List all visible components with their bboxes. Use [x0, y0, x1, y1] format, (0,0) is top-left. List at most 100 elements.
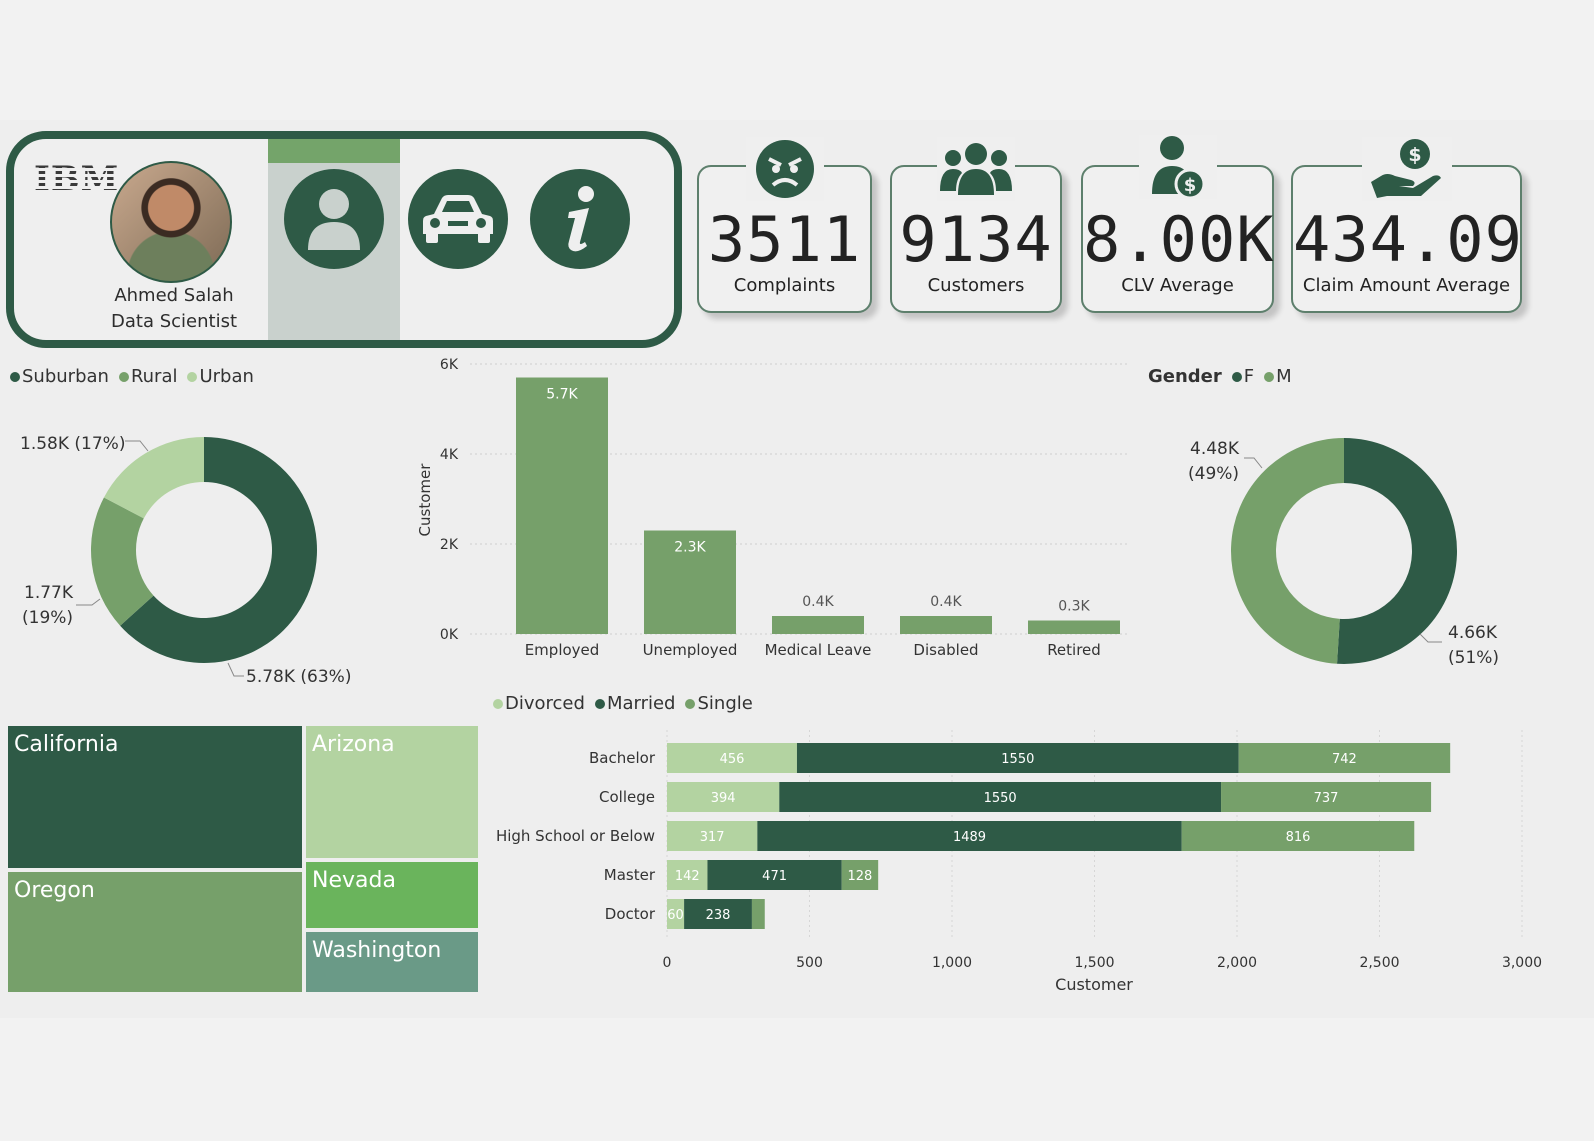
bar-segment-label: 238	[706, 908, 731, 923]
x-tick-label: 3,000	[1502, 955, 1542, 971]
donut-slice-urban[interactable]	[103, 437, 204, 519]
user-icon	[308, 189, 360, 250]
kpi-icon-holder: $	[1361, 137, 1452, 201]
bar-segment-label: 317	[700, 830, 725, 845]
legend-label: F	[1243, 366, 1255, 387]
legend-item-male[interactable]: M	[1264, 366, 1292, 387]
bar-segment-married[interactable]	[684, 899, 752, 929]
donut-slice-m[interactable]	[1231, 438, 1344, 664]
bar-segment-divorced[interactable]	[667, 821, 758, 851]
donut-slice-suburban[interactable]	[120, 437, 317, 663]
bar-segment-single[interactable]	[1238, 743, 1451, 773]
treemap-label: Arizona	[312, 732, 395, 757]
kpi-clv-label: CLV Average	[1121, 275, 1234, 296]
bar-segment-single[interactable]	[841, 860, 879, 890]
nav-vehicle-button[interactable]	[408, 169, 508, 269]
bar-segment-single[interactable]	[1221, 782, 1432, 812]
gender-donut-chart: 4.48K (49%) 4.66K (51%)	[1188, 438, 1499, 668]
legend-label: Rural	[130, 366, 178, 387]
legend-item-married[interactable]: Married	[594, 693, 675, 714]
bar-segment-married[interactable]	[796, 743, 1239, 773]
nav-info-button[interactable]	[530, 169, 630, 269]
legend-dot	[493, 698, 503, 709]
treemap-cell-nevada[interactable]: Nevada	[304, 860, 480, 930]
treemap-label: California	[14, 732, 119, 757]
kpi-customers-label: Customers	[927, 275, 1025, 296]
education-gridlines: 0 500 1,000 1,500 2,000 2,500 3,000	[663, 730, 1542, 971]
kpi-complaints-card: 3511 Complaints	[697, 137, 872, 313]
kpi-complaints-label: Complaints	[733, 275, 836, 296]
treemap-cell-arizona[interactable]: Arizona	[304, 724, 480, 860]
nav-customer-button[interactable]	[284, 169, 384, 269]
bar-segment-label: 142	[675, 869, 700, 884]
donut-slice-f[interactable]	[1337, 438, 1458, 664]
svg-text:$: $	[1408, 144, 1421, 166]
bar-disabled[interactable]	[900, 616, 992, 634]
kpi-claim-label: Claim Amount Average	[1302, 275, 1511, 296]
bar-segment-married[interactable]	[757, 821, 1182, 851]
y-tick-label: Doctor	[605, 905, 656, 923]
x-tick-label: Medical Leave	[765, 641, 872, 659]
data-label-urban: 1.58K (17%)	[20, 434, 125, 454]
bar-segment-label: 394	[711, 791, 736, 806]
legend-item-urban[interactable]: Urban	[187, 366, 254, 387]
kpi-icon-holder: $	[1138, 135, 1217, 200]
leader-line-male	[1244, 457, 1263, 469]
donut-slice-rural[interactable]	[90, 497, 154, 626]
bar-segment-label: 1489	[953, 830, 986, 845]
data-label-male-pct: (49%)	[1188, 464, 1239, 484]
treemap-cell-washington[interactable]: Washington	[304, 930, 480, 994]
y-tick-label: High School or Below	[496, 827, 655, 845]
y-axis-title: Customer	[416, 463, 434, 537]
y-tick-label: 4K	[440, 447, 459, 463]
legend-item-divorced[interactable]: Divorced	[493, 693, 585, 714]
avatar	[110, 161, 232, 283]
leader-line-suburban	[227, 662, 244, 677]
kpi-icon-holder	[937, 137, 1015, 201]
x-tick-label: 1,000	[932, 955, 972, 971]
treemap-label: Washington	[312, 938, 442, 963]
info-icon	[568, 186, 594, 252]
treemap-cell-oregon[interactable]: Oregon	[6, 870, 304, 994]
bar-segment-divorced[interactable]	[667, 743, 797, 773]
y-tick-label: Master	[604, 866, 656, 884]
legend-item-suburban[interactable]: Suburban	[10, 366, 109, 387]
kpi-complaints-value: 3511	[707, 203, 862, 276]
bar-segment-divorced[interactable]	[667, 899, 685, 929]
bar-segment-label: 816	[1286, 830, 1311, 845]
leader-line-urban	[125, 440, 149, 452]
profile-role: Data Scientist	[111, 311, 237, 332]
bar-medical-leave[interactable]	[772, 616, 864, 634]
legend-item-single[interactable]: Single	[685, 693, 753, 714]
treemap-cell-california[interactable]: California	[6, 724, 304, 870]
hand-dollar-icon: $	[1370, 139, 1441, 198]
bar-retired[interactable]	[1028, 620, 1120, 635]
x-tick-label: 2,500	[1359, 955, 1399, 971]
bar-segment-single[interactable]	[751, 899, 765, 929]
location-donut-chart: 1.58K (17%) 1.77K (19%) 5.78K (63%)	[20, 434, 351, 687]
data-label-female-value: 4.66K	[1448, 623, 1498, 643]
bar-segment-married[interactable]	[779, 782, 1222, 812]
bar-segment-label: 471	[762, 869, 787, 884]
bar-employed[interactable]	[516, 377, 608, 635]
legend-title: Gender	[1148, 366, 1222, 387]
legend-item-female[interactable]: F	[1231, 366, 1255, 387]
y-tick-label: 2K	[440, 537, 459, 553]
bar-unemployed[interactable]	[644, 530, 736, 635]
kpi-customers-value: 9134	[899, 203, 1053, 276]
ibm-logo: IBM	[34, 159, 120, 199]
y-tick-label: Bachelor	[589, 749, 656, 767]
bar-data-label: 5.7K	[546, 387, 578, 403]
legend-label: M	[1276, 366, 1292, 387]
data-label-rural-pct: (19%)	[22, 608, 73, 628]
bar-segment-married[interactable]	[707, 860, 842, 890]
marital-legend: Divorced Married Single	[493, 693, 759, 714]
bar-segment-label: 1550	[984, 791, 1017, 806]
bar-segment-single[interactable]	[1181, 821, 1415, 851]
bar-segment-divorced[interactable]	[667, 860, 708, 890]
kpi-customers-card: 9134 Customers	[890, 137, 1062, 313]
legend-item-rural[interactable]: Rural	[118, 366, 178, 387]
nav-active-indicator	[268, 139, 400, 163]
legend-label: Single	[697, 693, 753, 714]
bar-segment-divorced[interactable]	[667, 782, 780, 812]
